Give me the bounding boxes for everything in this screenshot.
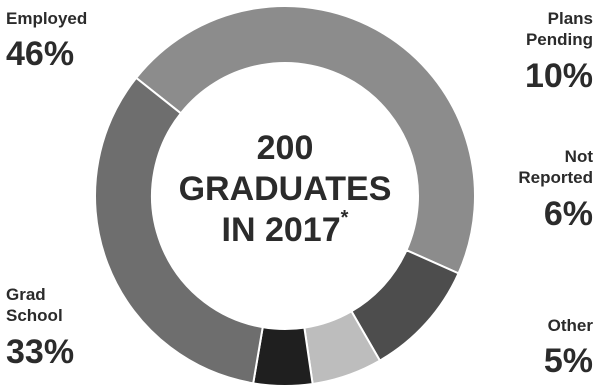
center-label-count: 200 bbox=[256, 129, 314, 167]
center-label-year: IN 2017 bbox=[221, 210, 341, 249]
center-label: 200 GRADUATES IN 2017* bbox=[170, 128, 400, 250]
footnote-asterisk: * bbox=[340, 206, 349, 229]
label-plans-pending-name-2: Pending bbox=[525, 30, 593, 50]
center-label-year-line: IN 2017* bbox=[170, 206, 400, 251]
label-not-reported-name-1: Not bbox=[564, 147, 593, 166]
label-grad-school-name-1: Grad bbox=[6, 285, 46, 304]
slice-grad-school bbox=[94, 76, 264, 385]
label-other-name: Other bbox=[547, 316, 593, 335]
label-plans-pending: Plans Pending 10% bbox=[525, 8, 593, 96]
center-label-graduates: GRADUATES bbox=[178, 169, 392, 208]
label-other-value: 5% bbox=[543, 342, 593, 381]
label-not-reported-name-2: Reported bbox=[518, 168, 593, 188]
slice-employed bbox=[134, 5, 476, 275]
label-employed: Employed 46% bbox=[6, 8, 87, 74]
label-other: Other 5% bbox=[544, 315, 593, 381]
label-not-reported-value: 6% bbox=[543, 194, 593, 233]
label-grad-school-name-2: School bbox=[6, 306, 63, 326]
label-plans-pending-value: 10% bbox=[524, 56, 593, 95]
label-not-reported: Not Reported 6% bbox=[518, 146, 593, 234]
label-employed-value: 46% bbox=[6, 35, 75, 74]
label-plans-pending-name-1: Plans bbox=[547, 9, 593, 28]
label-employed-name: Employed bbox=[6, 9, 88, 28]
label-grad-school: Grad School 33% bbox=[6, 284, 74, 372]
label-grad-school-value: 33% bbox=[6, 332, 75, 371]
